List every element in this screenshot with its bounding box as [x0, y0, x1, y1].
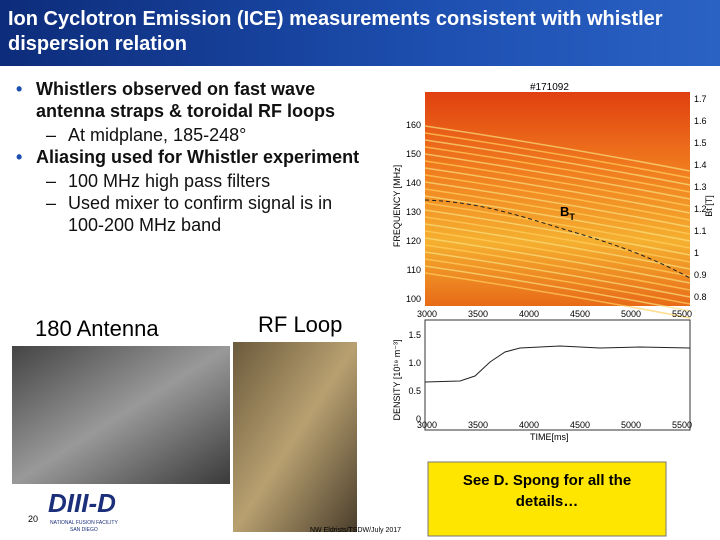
density-curve: [424, 345, 691, 383]
y2-tick-label: 0.9: [694, 270, 707, 280]
band: [424, 216, 691, 263]
photo-label: RF Loop: [258, 312, 342, 337]
band: [424, 167, 691, 214]
band: [424, 237, 691, 284]
title: Ion Cyclotron Emission (ICE) measurement…: [0, 0, 720, 66]
band: [424, 139, 691, 186]
y2-tick-label: 1.3: [694, 182, 707, 192]
y-tick-label: 0: [416, 414, 421, 424]
band: [424, 160, 691, 207]
x-tick-label: 3000: [417, 420, 437, 430]
band: [424, 223, 691, 270]
x-tick-label: 5500: [672, 309, 692, 319]
callout: See D. Spong for all the details…: [462, 472, 632, 510]
logo: DIII-D: [48, 488, 116, 518]
x-tick-label: 4000: [519, 309, 539, 319]
band: [424, 272, 691, 319]
band: [424, 258, 691, 305]
band: [424, 195, 691, 242]
band: [424, 181, 691, 228]
band: [424, 125, 691, 172]
bullet: Whistlers observed on fast wave antenna …: [10, 78, 370, 122]
y-tick-label: 160: [406, 120, 421, 130]
band: [424, 244, 691, 291]
x-tick-label: 3500: [468, 309, 488, 319]
callout-box: [427, 461, 667, 537]
band: [424, 153, 691, 200]
y2-tick-label: 1: [694, 248, 699, 258]
x-tick-label: 5000: [621, 420, 641, 430]
bt-label: BT: [560, 204, 575, 222]
spectrogram-bands: [424, 125, 691, 319]
band: [424, 230, 691, 277]
bullet-list: Whistlers observed on fast wave antenna …: [10, 78, 370, 236]
y-tick-label: 1.0: [408, 358, 421, 368]
y2-tick-label: 1.7: [694, 94, 707, 104]
y-tick-label: 0.5: [408, 386, 421, 396]
sub-bullet: Used mixer to confirm signal is in 100-2…: [10, 192, 370, 236]
band: [424, 146, 691, 193]
x-tick-label: 4000: [519, 420, 539, 430]
x-axis-label: TIME[ms]: [530, 432, 569, 442]
y-tick-label: 100: [406, 294, 421, 304]
x-tick-label: 3500: [468, 420, 488, 430]
y2-axis-label: Bt [T]: [704, 195, 714, 217]
band: [424, 174, 691, 221]
y-tick-label: 140: [406, 178, 421, 188]
y-tick-label: 110: [407, 265, 421, 275]
y-axis-label: DENSITY [10¹⁹ m⁻³]: [392, 340, 402, 421]
x-tick-label: 3000: [417, 309, 437, 319]
x-tick-label: 4500: [570, 420, 590, 430]
logo-line: NATIONAL FUSION FACILITY: [50, 520, 118, 526]
y-tick-label: 130: [406, 207, 421, 217]
callout-text: See D. Spong for all the details…: [462, 472, 632, 510]
bullet: Aliasing used for Whistler experiment: [10, 146, 370, 168]
band: [424, 188, 691, 235]
band: [424, 265, 691, 312]
footer: NW Eldrists/TSDW/July 2017: [310, 527, 401, 534]
loop-photo: [233, 342, 357, 532]
y-tick-label: 120: [406, 236, 421, 246]
band: [424, 251, 691, 298]
band: [424, 209, 691, 256]
page-number: 20: [28, 514, 38, 524]
y2-tick-label: 1.1: [694, 226, 707, 236]
y-tick-label: 150: [406, 149, 421, 159]
y2-tick-label: 1.4: [694, 160, 707, 170]
photo-label: 180 Antenna: [35, 316, 159, 341]
density-plot: [424, 319, 691, 431]
y2-tick-label: 1.2: [694, 204, 707, 214]
antenna-photo: [12, 346, 230, 484]
spectrogram: [425, 92, 690, 306]
y-tick-label: 1.5: [408, 330, 421, 340]
sub-bullet: 100 MHz high pass filters: [10, 170, 370, 192]
sub-bullet: At midplane, 185-248°: [10, 124, 370, 146]
logo-line: SAN DIEGO: [70, 527, 98, 533]
y2-tick-label: 1.5: [694, 138, 707, 148]
band: [424, 202, 691, 249]
y2-tick-label: 1.6: [694, 116, 707, 126]
x-tick-label: 5500: [672, 420, 692, 430]
shot-number: #171092: [530, 82, 569, 93]
y2-tick-label: 0.8: [694, 292, 707, 302]
x-tick-label: 4500: [570, 309, 590, 319]
band: [424, 132, 691, 179]
y-axis-label: FREQUENCY [MHz]: [392, 165, 402, 247]
figures: 180 Antenna RF Loop #171092 BT FREQUENCY…: [12, 82, 714, 537]
x-tick-label: 5000: [621, 309, 641, 319]
